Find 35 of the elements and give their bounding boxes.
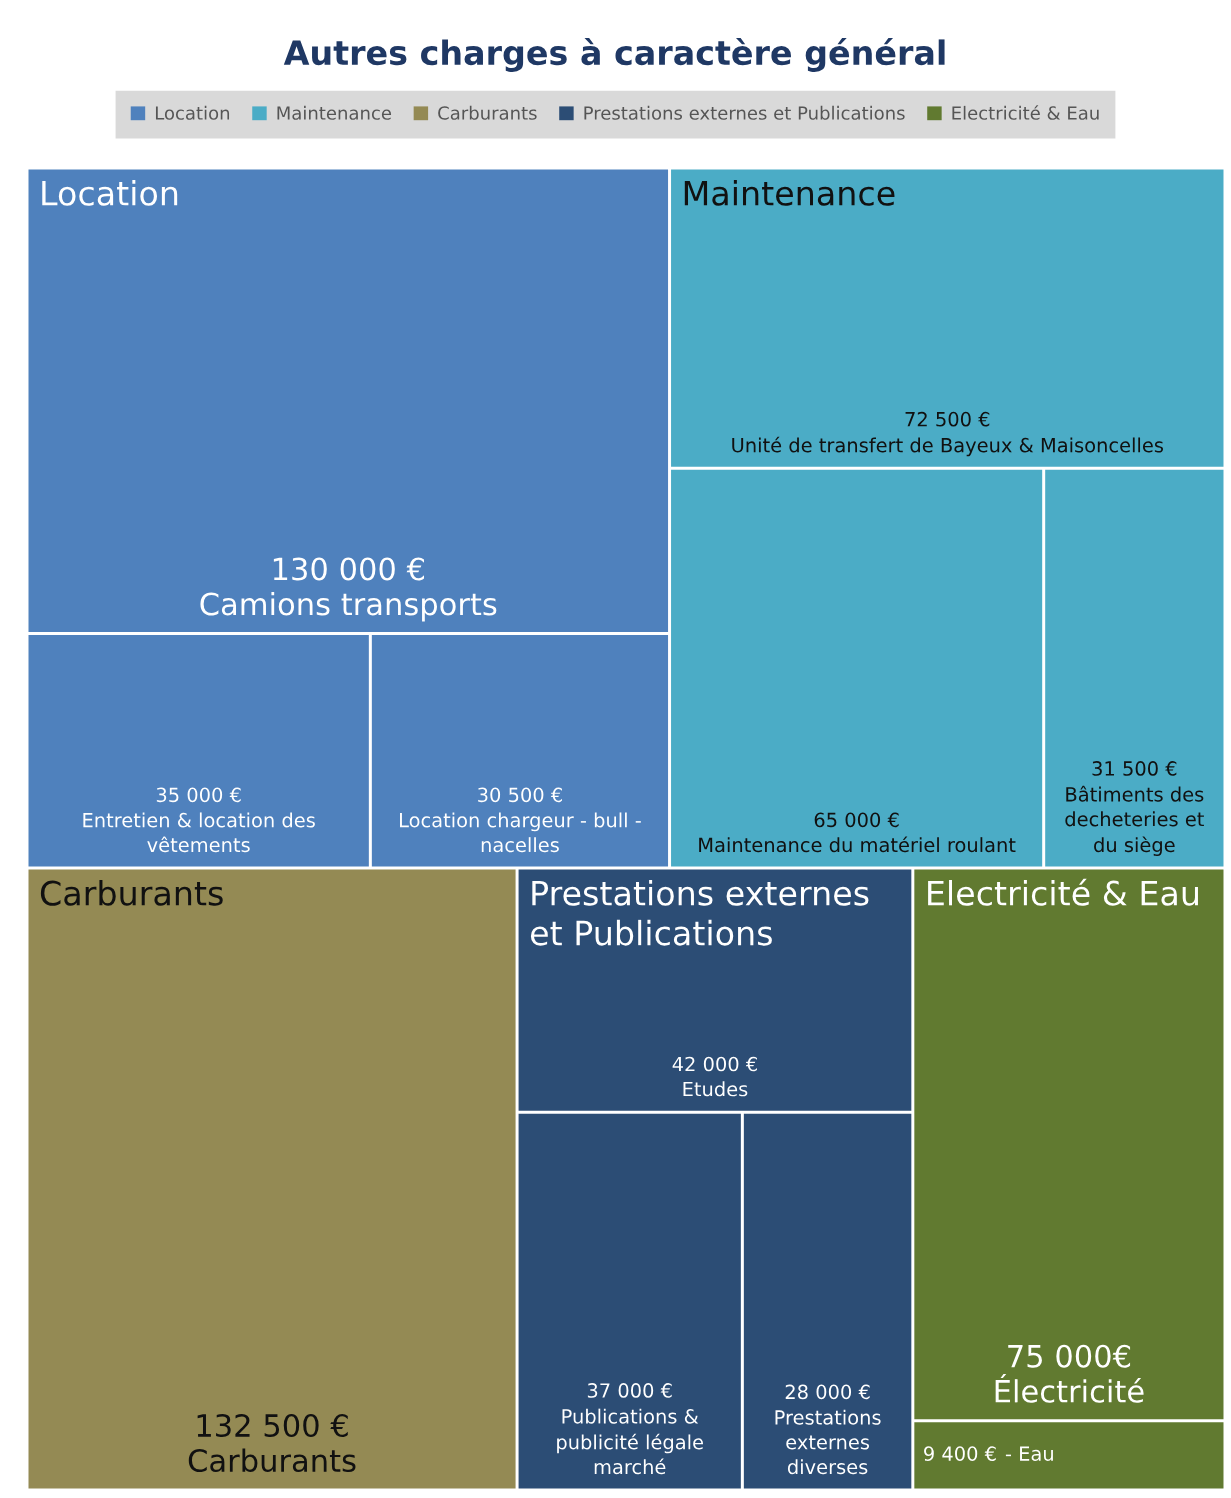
legend-label: Electricité & Eau xyxy=(952,105,1099,120)
data-label: 130 000 € xyxy=(273,557,424,581)
data-label: 42 000 € xyxy=(672,1056,757,1072)
category-label: Carburants xyxy=(188,1448,356,1473)
data-label: 30 500 € xyxy=(478,787,562,803)
category-label: Camions transports xyxy=(200,591,497,622)
data-label: 28 000 € xyxy=(785,1384,870,1400)
data-label: 9 400 € xyxy=(924,1446,996,1461)
category-label: - Eau xyxy=(1005,1446,1053,1461)
category-label: Unité de transfert de Bayeux & Maisoncelles xyxy=(732,436,1164,457)
text: Maintenance xyxy=(684,180,895,206)
legend-label: Carburants xyxy=(438,105,537,120)
data-label: 31 500 € xyxy=(1092,761,1177,776)
category-label: Location chargeur - bull - nacelles xyxy=(400,812,641,853)
text: Carburants xyxy=(40,879,223,906)
data-label: 35 000 € xyxy=(156,787,241,803)
data-label: 72 500 € xyxy=(905,411,990,427)
category-label: Entretien & location des vêtements xyxy=(83,812,315,853)
category-label: Etudes xyxy=(683,1081,748,1097)
text: Prestations externes et Publications xyxy=(530,879,869,946)
category-label: Prestations externes diverses xyxy=(775,1409,881,1475)
legend-label: Prestations externes et Publications xyxy=(584,105,905,120)
category-label: Maintenance du matériel roulant xyxy=(699,836,1016,853)
data-label: 65 000 € xyxy=(814,812,899,828)
category-label: Bâtiments des decheteries et du siège xyxy=(1065,785,1204,856)
text: Autres charges à caractère général xyxy=(283,38,945,72)
data-label: 132 500 € xyxy=(197,1413,348,1438)
text: Electricité & Eau xyxy=(928,878,1198,906)
legend-label: Location xyxy=(155,105,230,120)
category-label: Électricité xyxy=(995,1374,1144,1403)
legend-label: Maintenance xyxy=(277,105,392,120)
data-label: 37 000 € xyxy=(587,1383,672,1398)
text: Location xyxy=(42,180,178,206)
data-label: 75 000€ xyxy=(1008,1344,1131,1368)
category-label: Publications & publicité légale marché xyxy=(557,1408,704,1475)
